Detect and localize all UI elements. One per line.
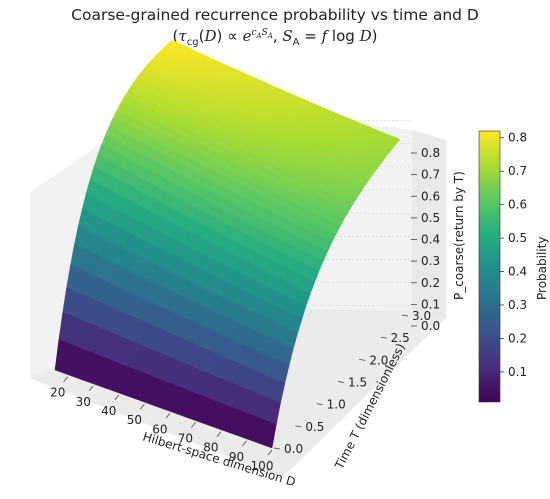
x-tick-label: 80 [203, 441, 218, 455]
x-tick-mark [140, 403, 145, 410]
y-tick-label: 3.0 [412, 309, 431, 323]
z-tick-label: 0.4 [421, 233, 440, 247]
x-tick-label: 30 [76, 395, 91, 409]
z-tick-label: 0.1 [421, 297, 440, 311]
surface-patch [265, 421, 277, 449]
y-tick-label: 1.5 [348, 376, 367, 390]
x-tick-mark [88, 385, 94, 392]
x-tick-mark [63, 376, 69, 382]
colorbar-tick-label: 0.2 [508, 331, 527, 345]
colorbar-tick-label: 0.1 [508, 365, 527, 379]
z-tick-label: 0.8 [421, 146, 440, 160]
z-axis-label: P_coarse(return by T) [452, 171, 466, 300]
z-tick-label: 0.2 [421, 276, 440, 290]
y-tick-label: 0.5 [305, 420, 324, 434]
y-tick-mark [316, 403, 323, 406]
x-tick-mark [165, 413, 171, 419]
x-tick-label: 50 [127, 413, 142, 427]
y-tick-mark [380, 336, 387, 339]
x-tick-mark [242, 440, 247, 447]
y-tick-label: 1.0 [327, 398, 346, 412]
y-tick-label: 0.0 [284, 442, 303, 456]
x-tick-label: 70 [178, 431, 193, 445]
x-tick-mark [267, 449, 273, 456]
y-tick-mark [295, 425, 302, 428]
z-tick-label: 0.6 [421, 189, 440, 203]
y-tick-mark [337, 381, 345, 383]
y-tick-label: 2.0 [369, 353, 388, 367]
z-axis-ticks: 0.0 0.1 0.2 0.3 0.4 0.5 0.6 0.7 0.8 [411, 146, 440, 333]
colorbar-tick-label: 0.5 [508, 231, 527, 245]
z-tick-label: 0.5 [421, 211, 440, 225]
y-tick-mark [359, 358, 366, 361]
y-axis-ticks: 0.00.51.01.52.02.53.0 [273, 309, 431, 456]
colorbar-tick-label: 0.3 [508, 298, 527, 312]
y-tick-mark [401, 314, 409, 317]
right-pane [412, 130, 446, 318]
chart-subtitle: (τcg(D) ∝ ecASA, SA = f log D) [172, 27, 378, 48]
x-tick-label: 60 [152, 422, 167, 436]
x-tick-label: 90 [229, 450, 244, 464]
colorbar-tick-label: 0.6 [508, 198, 527, 212]
colorbar-label: Probability [535, 237, 549, 300]
x-axis-ticks: 20 30 40 50 60 70 80 90 100 [50, 376, 274, 473]
x-tick-mark [114, 394, 120, 401]
surface-plot [54, 39, 401, 449]
x-tick-mark [216, 431, 222, 437]
x-tick-label: 40 [101, 404, 116, 418]
x-tick-mark [191, 422, 196, 428]
z-tick-label: 0.0 [421, 319, 440, 333]
z-tick-label: 0.3 [421, 254, 440, 268]
colorbar [478, 130, 501, 403]
colorbar-tick-label: 0.4 [508, 265, 527, 279]
z-tick-label: 0.7 [421, 168, 440, 182]
x-tick-label: 20 [50, 386, 65, 400]
y-tick-label: 2.5 [391, 331, 410, 345]
chart-title: Coarse-grained recurrence probability vs… [71, 6, 479, 24]
colorbar-tick-label: 0.7 [508, 164, 527, 178]
colorbar-tick-label: 0.8 [508, 131, 527, 145]
colorbar-ticks: 0.1 0.2 0.3 0.4 0.5 0.6 0.7 0.8 [500, 131, 527, 379]
y-tick-mark [273, 447, 281, 450]
x-tick-label: 100 [251, 459, 274, 473]
